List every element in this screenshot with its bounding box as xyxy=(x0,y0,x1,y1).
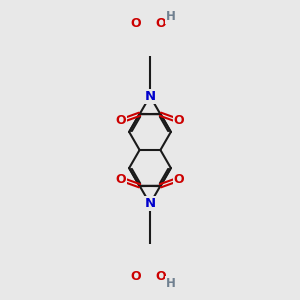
Text: O: O xyxy=(116,114,126,128)
Text: O: O xyxy=(155,270,166,283)
Text: H: H xyxy=(166,11,176,23)
Text: N: N xyxy=(144,197,156,210)
Text: O: O xyxy=(174,114,184,128)
Text: O: O xyxy=(130,17,141,30)
Text: O: O xyxy=(174,172,184,186)
Text: H: H xyxy=(166,277,176,290)
Text: N: N xyxy=(144,90,156,103)
Text: O: O xyxy=(130,270,141,283)
Text: O: O xyxy=(155,17,166,30)
Text: O: O xyxy=(116,172,126,186)
